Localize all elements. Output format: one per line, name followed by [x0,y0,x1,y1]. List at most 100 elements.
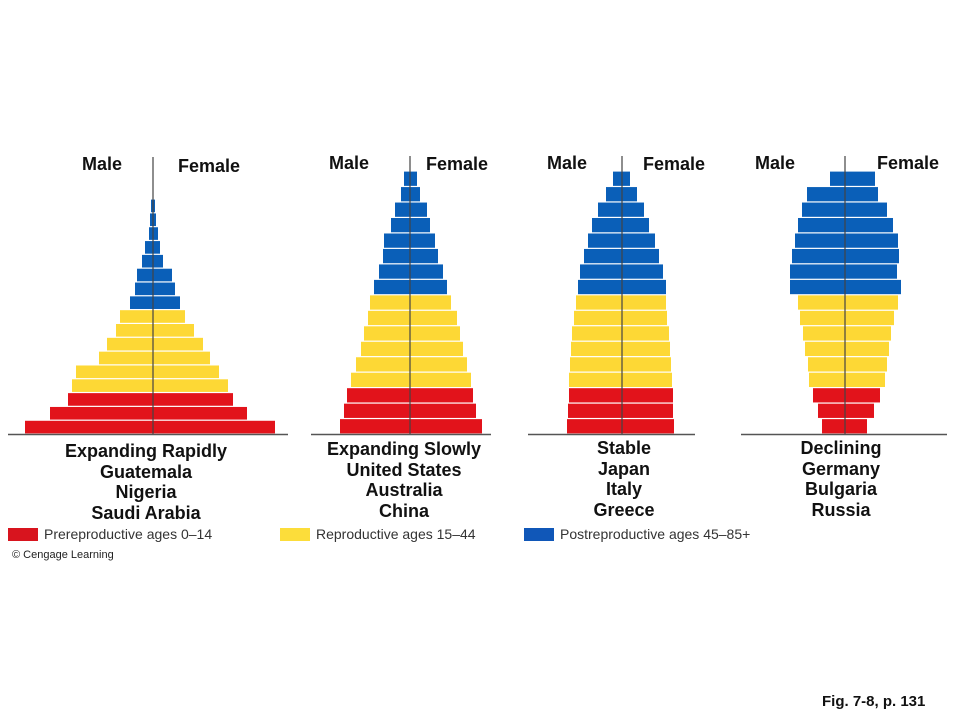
pyramid-1-male-bar-15 [149,227,153,240]
pyramid-3-example-3: Greece [593,499,655,520]
pyramid-4-male-bar-11 [790,264,845,279]
pyramid-2-male-bar-8 [368,310,410,326]
pyramid-4-male-bar-14 [798,218,845,233]
pyramid-3-male-bar-3 [569,388,622,403]
pyramid-4-male-bar-5 [808,357,845,372]
pyramid-4-female-bar-16 [845,187,878,202]
pyramid-2-male-bar-2 [344,403,410,418]
pyramid-3-male-bar-2 [568,403,622,418]
pyramid-1-title: Expanding Rapidly [64,441,228,461]
pyramid-3-example-1: Japan [597,458,651,479]
pyramid-4-female-bar-6 [845,341,889,357]
pyramid-4-male-bar-9 [798,295,845,310]
pyramid-2-female-bar-1 [410,419,482,434]
pyramid-4-female-bar-3 [845,388,880,403]
pyramid-1-example-2: Nigeria [115,482,177,502]
pyramid-3-male-bar-13 [588,233,622,248]
legend-label-prereproductive: Prereproductive ages 0–14 [44,526,213,542]
pyramid-2-female-bar-14 [410,218,430,233]
pyramid-4-male-bar-15 [802,202,845,217]
pyramid-2-caption: Expanding Slowly United States Australia… [294,439,514,521]
pyramid-4-female-bar-12 [845,248,899,264]
pyramid-1-female-bar-4 [153,379,228,392]
pyramid-1-example-1: Guatemala [99,461,193,482]
pyramid-2-female-bar-4 [410,372,471,387]
pyramid-4-male-bar-17 [830,171,845,186]
pyramid-2-male-bar-16 [401,187,410,202]
pyramid-1-female-bar-15 [153,227,158,240]
pyramid-4-female-bar-8 [845,310,894,326]
pyramid-3-male-bar-4 [569,372,622,387]
pyramid-2-female-bar-12 [410,248,438,264]
pyramid-3-example-2: Italy [605,479,643,499]
pyramid-1-female-bar-5 [153,365,219,379]
pyramid-4-male-bar-1 [822,419,845,434]
pyramid-2-female-label: Female [426,154,489,174]
pyramid-4-female-bar-4 [845,372,885,387]
pyramid-4-example-2: Bulgaria [804,479,878,499]
pyramid-3-female-bar-1 [622,419,674,434]
pyramid-3-female-bar-14 [622,218,649,233]
pyramid-1-male-bar-10 [130,296,153,309]
pyramid-1-male-bar-5 [76,365,153,379]
pyramid-2-female-bar-17 [410,171,417,186]
pyramid-3-female-bar-16 [622,187,637,202]
pyramid-3-title: Stable [596,438,652,458]
pyramid-3-female-bar-8 [622,310,667,326]
pyramid-2-female-bar-6 [410,341,463,357]
pyramid-1-female-bar-12 [153,268,172,282]
pyramid-4-female-bar-17 [845,171,875,186]
legend-swatch-postreproductive [524,528,554,541]
pyramid-2-male-label: Male [329,153,370,173]
pyramid-3-female-bar-11 [622,264,663,279]
pyramid-3-male-bar-5 [570,357,622,372]
pyramid-2-male-bar-15 [395,202,410,217]
pyramid-3-male-bar-7 [572,326,622,341]
pyramid-4-female-bar-1 [845,419,867,434]
pyramid-4-male-bar-7 [803,326,845,341]
pyramid-4-title: Declining [800,438,882,458]
pyramid-4-male-bar-6 [805,341,845,357]
pyramid-4-female-label: Female [877,153,940,173]
pyramid-4-example-1: Germany [801,458,881,479]
legend-label-postreproductive: Postreproductive ages 45–85+ [560,526,751,542]
pyramid-1-caption: Expanding Rapidly Guatemala Nigeria Saud… [36,441,256,523]
pyramid-3-male-bar-1 [567,419,622,434]
pyramid-2-male-bar-3 [347,388,410,403]
pyramid-2-female-bar-15 [410,202,427,217]
pyramid-1-male-label: Male [82,154,123,174]
pyramid-3-male-bar-6 [571,341,622,357]
pyramid-4-female-bar-10 [845,279,901,295]
pyramid-3-female-bar-5 [622,357,671,372]
pyramid-1-female-bar-14 [153,241,160,254]
credit-text: © Cengage Learning [12,549,114,561]
pyramid-3-female-bar-2 [622,403,673,418]
pyramid-4-male-label: Male [755,153,796,173]
pyramid-1-male-bar-7 [107,337,153,351]
pyramid-1-male-bar-2 [50,406,153,420]
pyramid-1-male-bar-12 [137,268,153,282]
pyramid-1-female-bar-6 [153,351,210,365]
pyramid-2-female-bar-8 [410,310,457,326]
pyramid-4-female-bar-15 [845,202,887,217]
pyramid-1-male-bar-11 [135,282,153,296]
pyramid-1-male-bar-6 [99,351,153,365]
pyramid-4-caption: Declining Germany Bulgaria Russia [761,438,921,520]
pyramid-1-male-bar-3 [68,393,153,406]
pyramid-3-male-bar-16 [606,187,622,202]
pyramid-4-female-bar-7 [845,326,891,341]
pyramid-2-example-3: China [378,500,429,521]
pyramid-4-female-bar-13 [845,233,898,248]
pyramid-1-male-bar-17 [151,199,153,213]
pyramid-2-female-bar-10 [410,279,447,295]
pyramid-1-female-bar-3 [153,393,233,406]
pyramid-2-male-bar-5 [356,357,410,372]
legend-swatch-prereproductive [8,528,38,541]
pyramid-3-female-bar-17 [622,171,630,186]
pyramid-1-female-bar-8 [153,324,194,337]
pyramid-2-male-bar-1 [340,419,410,434]
pyramid-4-male-bar-4 [809,372,845,387]
pyramid-1-female-bar-17 [153,199,155,213]
pyramid-2-female-bar-11 [410,264,443,279]
